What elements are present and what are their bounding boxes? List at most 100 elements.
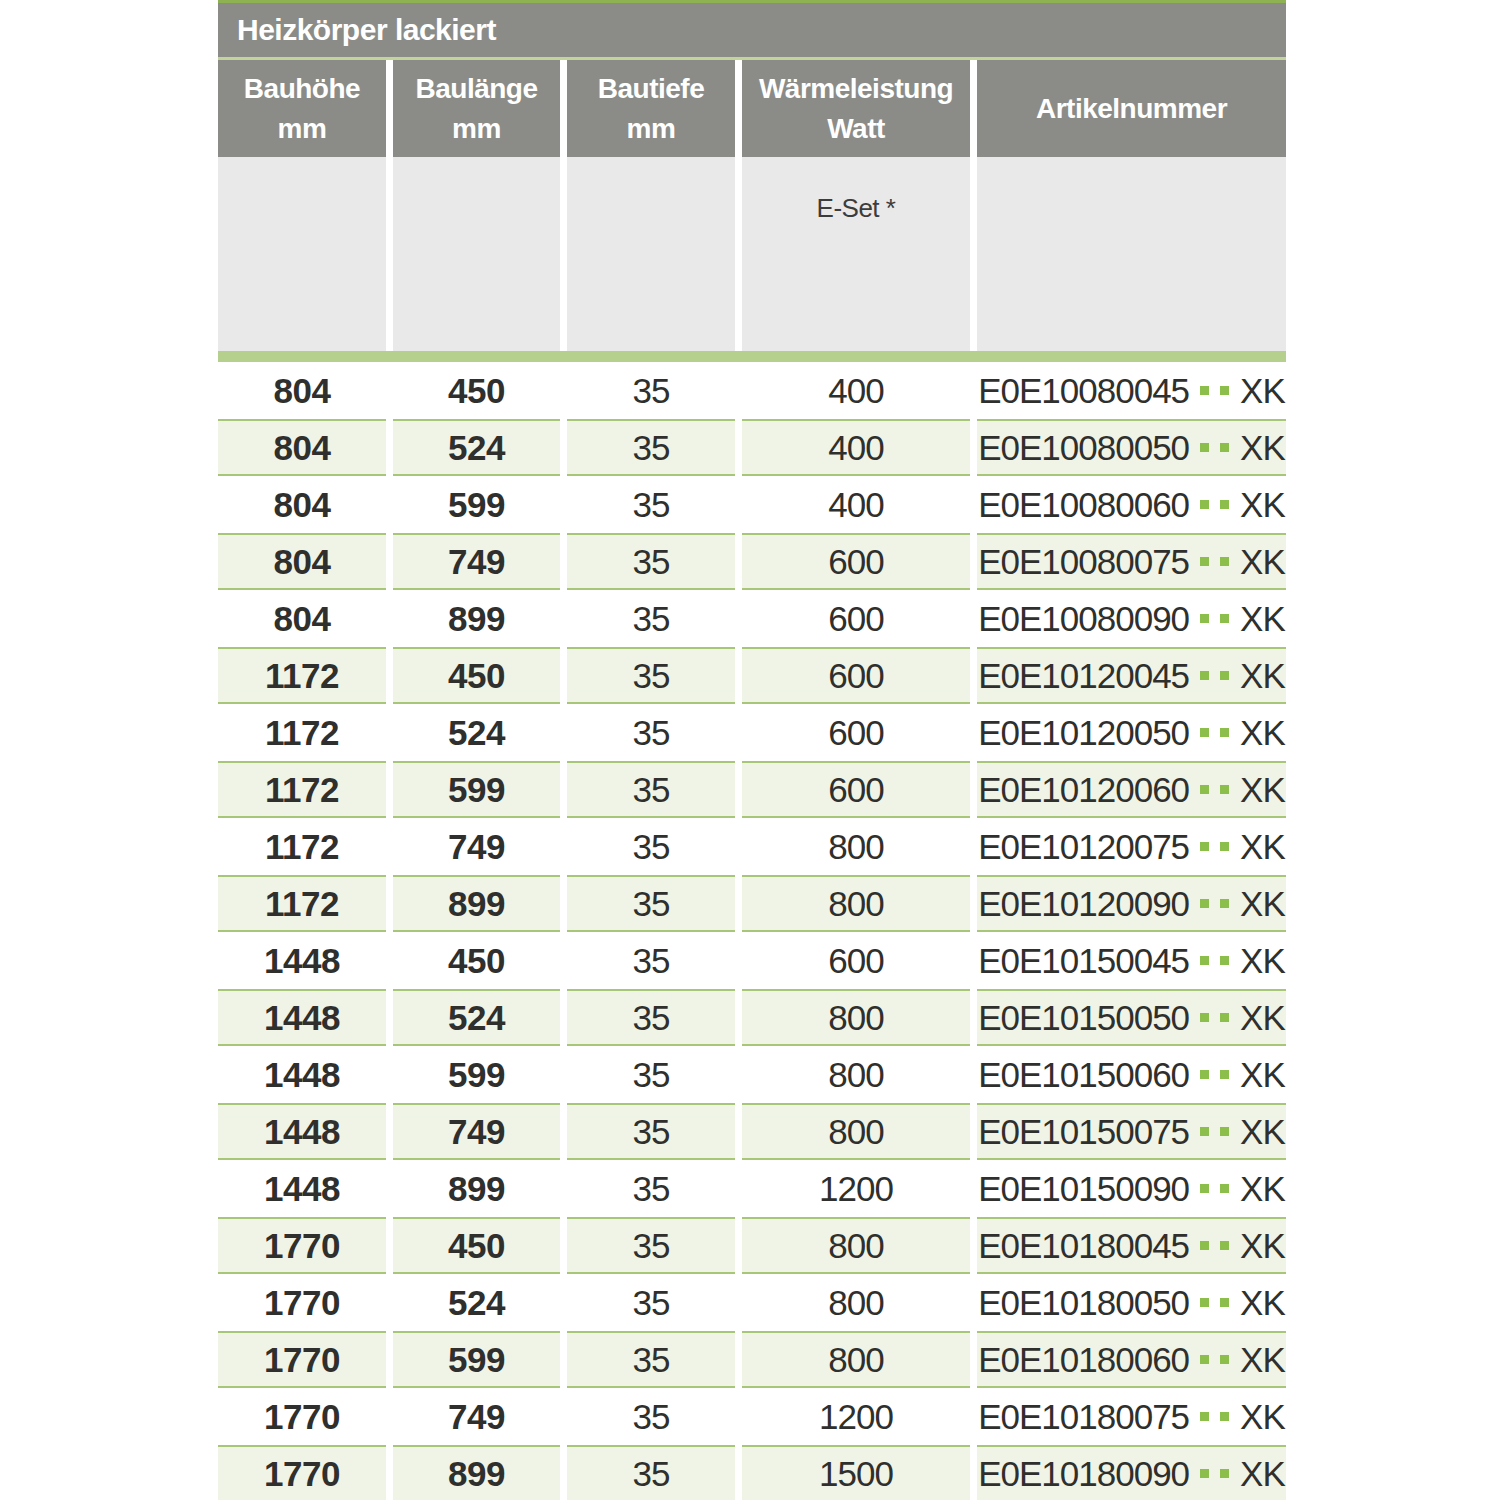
cell-baulaenge: 749 xyxy=(393,533,560,590)
product-spec-table: Heizkörper lackiert Bauhöhe mm Baulänge … xyxy=(218,0,1286,1500)
cell-artikelnummer: E0E10150050 XK xyxy=(977,989,1286,1046)
cell-baulaenge: 599 xyxy=(393,476,560,533)
cell-watt: 800 xyxy=(742,818,970,875)
cell-bauhoehe: 804 xyxy=(218,476,386,533)
color-code-dot-icon xyxy=(1220,1412,1229,1421)
table-row: 1448 599 35 800 E0E10150060 XK xyxy=(218,1046,1286,1103)
cell-baulaenge: 899 xyxy=(393,1160,560,1217)
color-code-dot-icon xyxy=(1200,671,1209,680)
cell-bauhoehe: 1770 xyxy=(218,1217,386,1274)
cell-bautiefe: 35 xyxy=(567,1217,735,1274)
cell-artikelnummer: E0E10080060 XK xyxy=(977,476,1286,533)
cell-baulaenge: 599 xyxy=(393,1046,560,1103)
cell-bautiefe: 35 xyxy=(567,362,735,419)
artikelnummer-suffix: XK xyxy=(1240,827,1285,867)
cell-artikelnummer: E0E10120045 XK xyxy=(977,647,1286,704)
column-header-row: Bauhöhe mm Baulänge mm Bautiefe mm Wärme… xyxy=(218,60,1286,157)
artikelnummer-text: E0E10180090 xyxy=(978,1454,1189,1494)
cell-baulaenge: 450 xyxy=(393,362,560,419)
artikelnummer-text: E0E10080075 xyxy=(978,542,1189,582)
cell-bautiefe: 35 xyxy=(567,761,735,818)
artikelnummer-suffix: XK xyxy=(1240,371,1285,411)
color-code-dot-icon xyxy=(1220,1241,1229,1250)
table-body: 804 450 35 400 E0E10080045 XK 804 524 35… xyxy=(218,362,1286,1500)
cell-bautiefe: 35 xyxy=(567,1103,735,1160)
cell-bautiefe: 35 xyxy=(567,1331,735,1388)
artikelnummer-suffix: XK xyxy=(1240,941,1285,981)
cell-watt: 800 xyxy=(742,1217,970,1274)
artikelnummer-suffix: XK xyxy=(1240,656,1285,696)
subheader-cell-bauhoehe xyxy=(218,157,386,351)
color-code-dot-icon xyxy=(1200,899,1209,908)
table-row: 1448 450 35 600 E0E10150045 XK xyxy=(218,932,1286,989)
cell-watt: 1500 xyxy=(742,1445,970,1500)
color-code-dot-icon xyxy=(1220,443,1229,452)
table-row: 1172 899 35 800 E0E10120090 XK xyxy=(218,875,1286,932)
cell-bautiefe: 35 xyxy=(567,590,735,647)
color-code-dot-icon xyxy=(1200,1184,1209,1193)
cell-bauhoehe: 1448 xyxy=(218,932,386,989)
cell-bautiefe: 35 xyxy=(567,875,735,932)
cell-baulaenge: 899 xyxy=(393,1445,560,1500)
artikelnummer-text: E0E10180045 xyxy=(978,1226,1189,1266)
cell-bauhoehe: 1448 xyxy=(218,1046,386,1103)
artikelnummer-suffix: XK xyxy=(1240,1283,1285,1323)
cell-bautiefe: 35 xyxy=(567,1046,735,1103)
cell-watt: 400 xyxy=(742,362,970,419)
cell-artikelnummer: E0E10180090 XK xyxy=(977,1445,1286,1500)
cell-bautiefe: 35 xyxy=(567,932,735,989)
artikelnummer-text: E0E10150090 xyxy=(978,1169,1189,1209)
artikelnummer-text: E0E10150045 xyxy=(978,941,1189,981)
cell-bauhoehe: 1448 xyxy=(218,1103,386,1160)
artikelnummer-text: E0E10080050 xyxy=(978,428,1189,468)
artikelnummer-suffix: XK xyxy=(1240,485,1285,525)
cell-artikelnummer: E0E10150075 XK xyxy=(977,1103,1286,1160)
cell-bauhoehe: 804 xyxy=(218,533,386,590)
artikelnummer-suffix: XK xyxy=(1240,542,1285,582)
artikelnummer-suffix: XK xyxy=(1240,884,1285,924)
artikelnummer-text: E0E10120075 xyxy=(978,827,1189,867)
color-code-dot-icon xyxy=(1220,671,1229,680)
cell-watt: 800 xyxy=(742,875,970,932)
column-header-bautiefe: Bautiefe mm xyxy=(567,60,735,157)
cell-baulaenge: 749 xyxy=(393,818,560,875)
table-row: 1448 524 35 800 E0E10150050 XK xyxy=(218,989,1286,1046)
cell-baulaenge: 749 xyxy=(393,1388,560,1445)
color-code-dot-icon xyxy=(1200,1355,1209,1364)
cell-bautiefe: 35 xyxy=(567,647,735,704)
artikelnummer-suffix: XK xyxy=(1240,770,1285,810)
column-header-unit: mm xyxy=(452,109,501,149)
cell-bautiefe: 35 xyxy=(567,1445,735,1500)
artikelnummer-text: E0E10120060 xyxy=(978,770,1189,810)
cell-bautiefe: 35 xyxy=(567,1388,735,1445)
color-code-dot-icon xyxy=(1200,443,1209,452)
artikelnummer-text: E0E10180075 xyxy=(978,1397,1189,1437)
color-code-dot-icon xyxy=(1220,1184,1229,1193)
table-row: 1770 899 35 1500 E0E10180090 XK xyxy=(218,1445,1286,1500)
color-code-dot-icon xyxy=(1220,557,1229,566)
color-code-dot-icon xyxy=(1200,956,1209,965)
cell-watt: 800 xyxy=(742,989,970,1046)
column-header-unit: Watt xyxy=(827,109,885,149)
column-header-label: Bautiefe xyxy=(598,69,704,109)
color-code-dot-icon xyxy=(1220,1127,1229,1136)
table-title: Heizkörper lackiert xyxy=(237,13,496,47)
artikelnummer-suffix: XK xyxy=(1240,1112,1285,1152)
color-code-dot-icon xyxy=(1220,728,1229,737)
table-row: 1172 524 35 600 E0E10120050 XK xyxy=(218,704,1286,761)
cell-bautiefe: 35 xyxy=(567,989,735,1046)
cell-bautiefe: 35 xyxy=(567,704,735,761)
column-header-baulaenge: Baulänge mm xyxy=(393,60,560,157)
artikelnummer-suffix: XK xyxy=(1240,1226,1285,1266)
artikelnummer-text: E0E10180060 xyxy=(978,1340,1189,1380)
cell-bauhoehe: 1448 xyxy=(218,1160,386,1217)
cell-artikelnummer: E0E10180060 XK xyxy=(977,1331,1286,1388)
cell-baulaenge: 599 xyxy=(393,1331,560,1388)
header-data-separator-bar xyxy=(218,351,1286,362)
cell-artikelnummer: E0E10120075 XK xyxy=(977,818,1286,875)
column-header-label: Artikelnummer xyxy=(1036,89,1227,129)
artikelnummer-suffix: XK xyxy=(1240,1454,1285,1494)
table-row: 1448 899 35 1200 E0E10150090 XK xyxy=(218,1160,1286,1217)
color-code-dot-icon xyxy=(1220,1469,1229,1478)
artikelnummer-text: E0E10120090 xyxy=(978,884,1189,924)
